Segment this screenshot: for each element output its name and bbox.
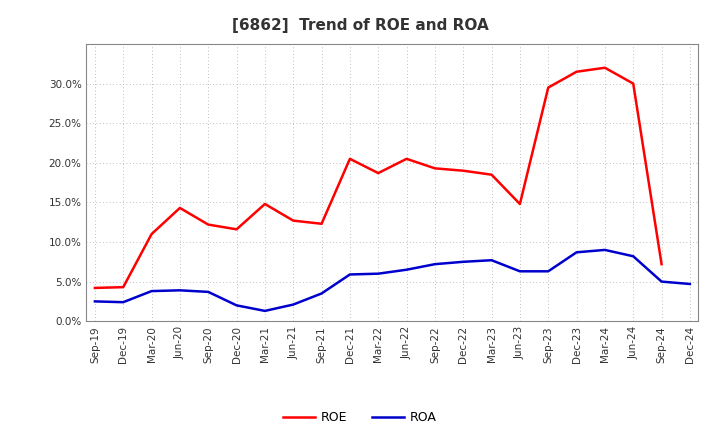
ROA — [318, 291, 326, 296]
ROA — [346, 272, 354, 277]
ROA — [657, 279, 666, 284]
Text: [6862]  Trend of ROE and ROA: [6862] Trend of ROE and ROA — [232, 18, 488, 33]
ROE — [544, 85, 552, 90]
ROA — [431, 261, 439, 267]
ROE — [261, 202, 269, 207]
ROA — [233, 303, 241, 308]
ROE — [176, 205, 184, 211]
ROA — [685, 281, 694, 286]
ROA — [176, 288, 184, 293]
ROE — [431, 166, 439, 171]
ROA — [629, 253, 637, 259]
ROA — [289, 302, 297, 307]
ROA — [487, 257, 496, 263]
ROE — [318, 221, 326, 227]
ROE — [374, 170, 382, 176]
ROE — [629, 81, 637, 86]
ROA — [572, 249, 581, 255]
Legend: ROE, ROA: ROE, ROA — [279, 407, 441, 429]
ROE — [516, 202, 524, 207]
ROA — [459, 259, 467, 264]
ROE — [91, 285, 99, 290]
Line: ROA: ROA — [95, 250, 690, 311]
ROE — [402, 156, 411, 161]
ROE — [600, 65, 609, 70]
ROA — [204, 289, 212, 294]
ROE — [233, 227, 241, 232]
ROE — [657, 261, 666, 267]
Line: ROE: ROE — [95, 68, 662, 288]
ROA — [516, 269, 524, 274]
ROA — [544, 269, 552, 274]
ROA — [600, 247, 609, 253]
ROE — [289, 218, 297, 223]
ROE — [148, 231, 156, 237]
ROE — [204, 222, 212, 227]
ROA — [374, 271, 382, 276]
ROE — [572, 69, 581, 74]
ROE — [487, 172, 496, 177]
ROA — [119, 300, 127, 305]
ROE — [119, 285, 127, 290]
ROA — [91, 299, 99, 304]
ROA — [148, 289, 156, 294]
ROA — [402, 267, 411, 272]
ROE — [346, 156, 354, 161]
ROA — [261, 308, 269, 314]
ROE — [459, 168, 467, 173]
